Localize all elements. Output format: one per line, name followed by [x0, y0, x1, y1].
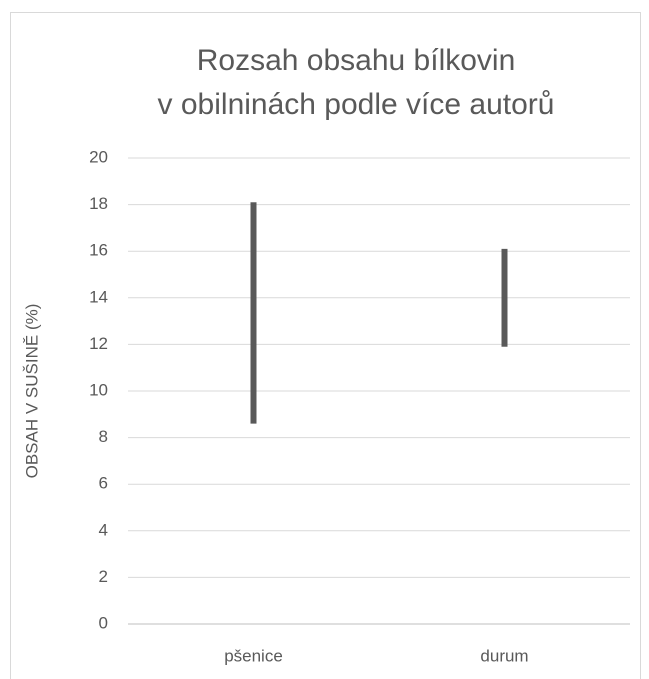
y-tick-label: 12 [89, 334, 108, 353]
chart-title: v obilninách podle více autorů [158, 88, 555, 121]
range-bar [250, 202, 257, 424]
y-tick-label: 14 [89, 287, 108, 306]
y-tick-label: 6 [99, 474, 108, 493]
y-tick-label: 0 [99, 613, 108, 632]
y-tick-label: 8 [99, 427, 108, 446]
y-tick-label: 20 [89, 147, 108, 166]
x-tick-label: pšenice [224, 646, 283, 665]
y-tick-label: 16 [89, 241, 108, 260]
y-tick-label: 2 [99, 567, 108, 586]
chart-title: Rozsah obsahu bílkovin [197, 44, 516, 77]
y-tick-label: 4 [99, 520, 108, 539]
x-tick-label: durum [480, 646, 528, 665]
range-bar [501, 248, 508, 347]
y-tick-label: 10 [89, 380, 108, 399]
y-axis-label: OBSAH V SUŠINĚ (%) [22, 304, 41, 479]
y-tick-label: 18 [89, 194, 108, 213]
chart-border [10, 12, 641, 679]
